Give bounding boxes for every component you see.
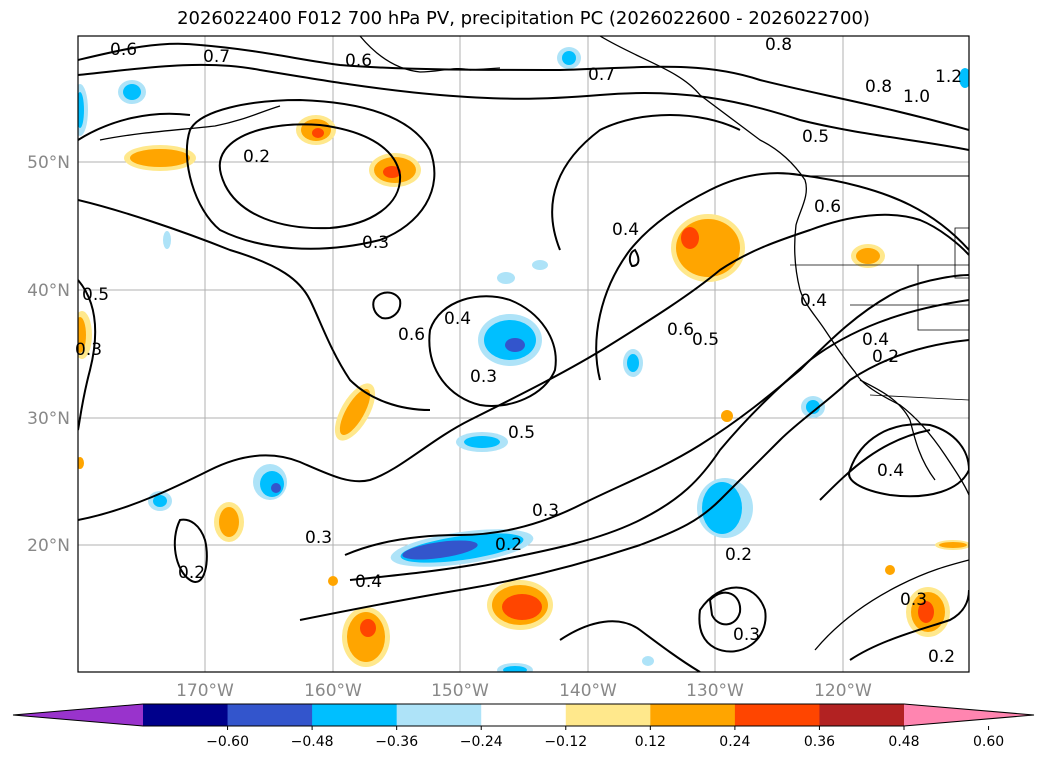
contour-label: 0.3: [900, 590, 927, 610]
map-title: 2026022400 F012 700 hPa PV, precipitatio…: [177, 8, 870, 29]
colorbar-segment: [650, 704, 736, 726]
contour-label: 0.4: [444, 309, 471, 329]
colorbar-tick-label: 0.12: [635, 734, 666, 750]
colorbar-segment: [227, 704, 313, 726]
colorbar-segment: [481, 704, 567, 726]
contour-labels: 0.6 0.7 0.6 0.7 0.8 1.0 1.2 0.8 0.5 0.2 …: [75, 35, 962, 667]
colorbar-tick-label: 0.48: [888, 734, 919, 750]
contour-label: 0.4: [355, 572, 382, 592]
coastlines: [99, 36, 969, 651]
lon-label-130w: 130°W: [686, 681, 744, 701]
contour-label: 0.6: [110, 40, 137, 60]
contour-label: 0.2: [928, 647, 955, 667]
contour-label: 0.3: [305, 528, 332, 548]
contour-label: 0.3: [733, 625, 760, 645]
contour-label: 0.4: [612, 220, 639, 240]
lon-label-170w: 170°W: [176, 681, 234, 701]
colorbar-tick-label: −0.36: [375, 734, 418, 750]
contour-label: 0.2: [243, 147, 270, 167]
lat-label-40: 40°N: [27, 281, 70, 301]
lon-label-150w: 150°W: [431, 681, 489, 701]
lon-label-140w: 140°W: [559, 681, 617, 701]
lat-label-30: 30°N: [27, 409, 70, 429]
contour-label: 1.0: [903, 87, 930, 107]
colorbar-segment: [734, 704, 820, 726]
contour-label: 0.8: [765, 35, 792, 55]
colorbar-extend-high: [904, 704, 1034, 726]
contour-label: 0.3: [532, 501, 559, 521]
contour-label: 0.2: [495, 535, 522, 555]
colorbar-outline: [12, 703, 1035, 727]
contour-label: 0.3: [470, 367, 497, 387]
colorbar-tick-label: −0.48: [291, 734, 334, 750]
colorbar-tick-label: 0.24: [719, 734, 750, 750]
longitude-labels: 170°W 160°W 150°W 140°W 130°W 120°W: [176, 681, 872, 701]
lon-label-120w: 120°W: [814, 681, 872, 701]
contour-label: 0.8: [865, 77, 892, 97]
colorbar-tick-label: −0.24: [460, 734, 503, 750]
contour-label: 0.5: [692, 330, 719, 350]
lat-label-20: 20°N: [27, 536, 70, 556]
contour-label: 0.3: [75, 340, 102, 360]
contour-label: 0.6: [398, 325, 425, 345]
contour-label: 0.6: [814, 197, 841, 217]
colorbar-segment: [565, 704, 651, 726]
contour-label: 0.4: [800, 291, 827, 311]
contour-label: 0.2: [725, 545, 752, 565]
contour-label: 0.4: [862, 330, 889, 350]
contour-label: 0.2: [178, 563, 205, 583]
contour-label: 0.2: [872, 347, 899, 367]
latitude-labels: 50°N 40°N 30°N 20°N: [27, 153, 70, 556]
contour-label: 1.2: [935, 67, 962, 87]
colorbar-segment: [312, 704, 398, 726]
colorbar-tick-label: 0.60: [973, 734, 1004, 750]
colorbar-tick-label: 0.36: [804, 734, 835, 750]
contour-label: 0.3: [362, 233, 389, 253]
contour-label: 0.7: [203, 47, 230, 67]
lon-label-160w: 160°W: [304, 681, 362, 701]
contour-label: 0.5: [802, 127, 829, 147]
colorbar: −0.60 −0.48 −0.36 −0.24 −0.12 0.12 0.24 0.36 0.4…: [12, 703, 1035, 750]
colorbar-tick-label: −0.12: [544, 734, 587, 750]
colorbar-segment: [396, 704, 482, 726]
contour-label: 0.5: [82, 285, 109, 305]
map-frame: [77, 35, 970, 673]
contour-label: 0.4: [877, 461, 904, 481]
pv-contours: [78, 42, 969, 672]
contour-label: 0.6: [345, 51, 372, 71]
colorbar-extend-low: [13, 704, 143, 726]
colorbar-segment: [143, 704, 229, 726]
contour-label: 0.5: [508, 423, 535, 443]
contour-label: 0.6: [667, 320, 694, 340]
colorbar-tick-label: −0.60: [206, 734, 249, 750]
colorbar-segment: [819, 704, 905, 726]
gridlines: [78, 36, 969, 672]
contour-label: 0.7: [588, 65, 615, 85]
lat-label-50: 50°N: [27, 153, 70, 173]
